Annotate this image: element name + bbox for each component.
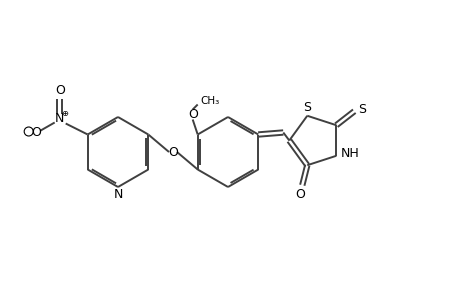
Text: O: O bbox=[55, 84, 64, 97]
Text: O: O bbox=[168, 146, 178, 158]
Text: S: S bbox=[302, 101, 311, 114]
Text: O: O bbox=[187, 108, 197, 121]
Text: O: O bbox=[295, 188, 305, 201]
Text: ⊕: ⊕ bbox=[61, 109, 68, 118]
Text: N: N bbox=[55, 112, 64, 125]
Text: N: N bbox=[113, 188, 123, 200]
Text: S: S bbox=[358, 103, 365, 116]
Text: CH₃: CH₃ bbox=[200, 95, 219, 106]
Text: O: O bbox=[31, 126, 40, 139]
Text: NH: NH bbox=[340, 147, 359, 160]
